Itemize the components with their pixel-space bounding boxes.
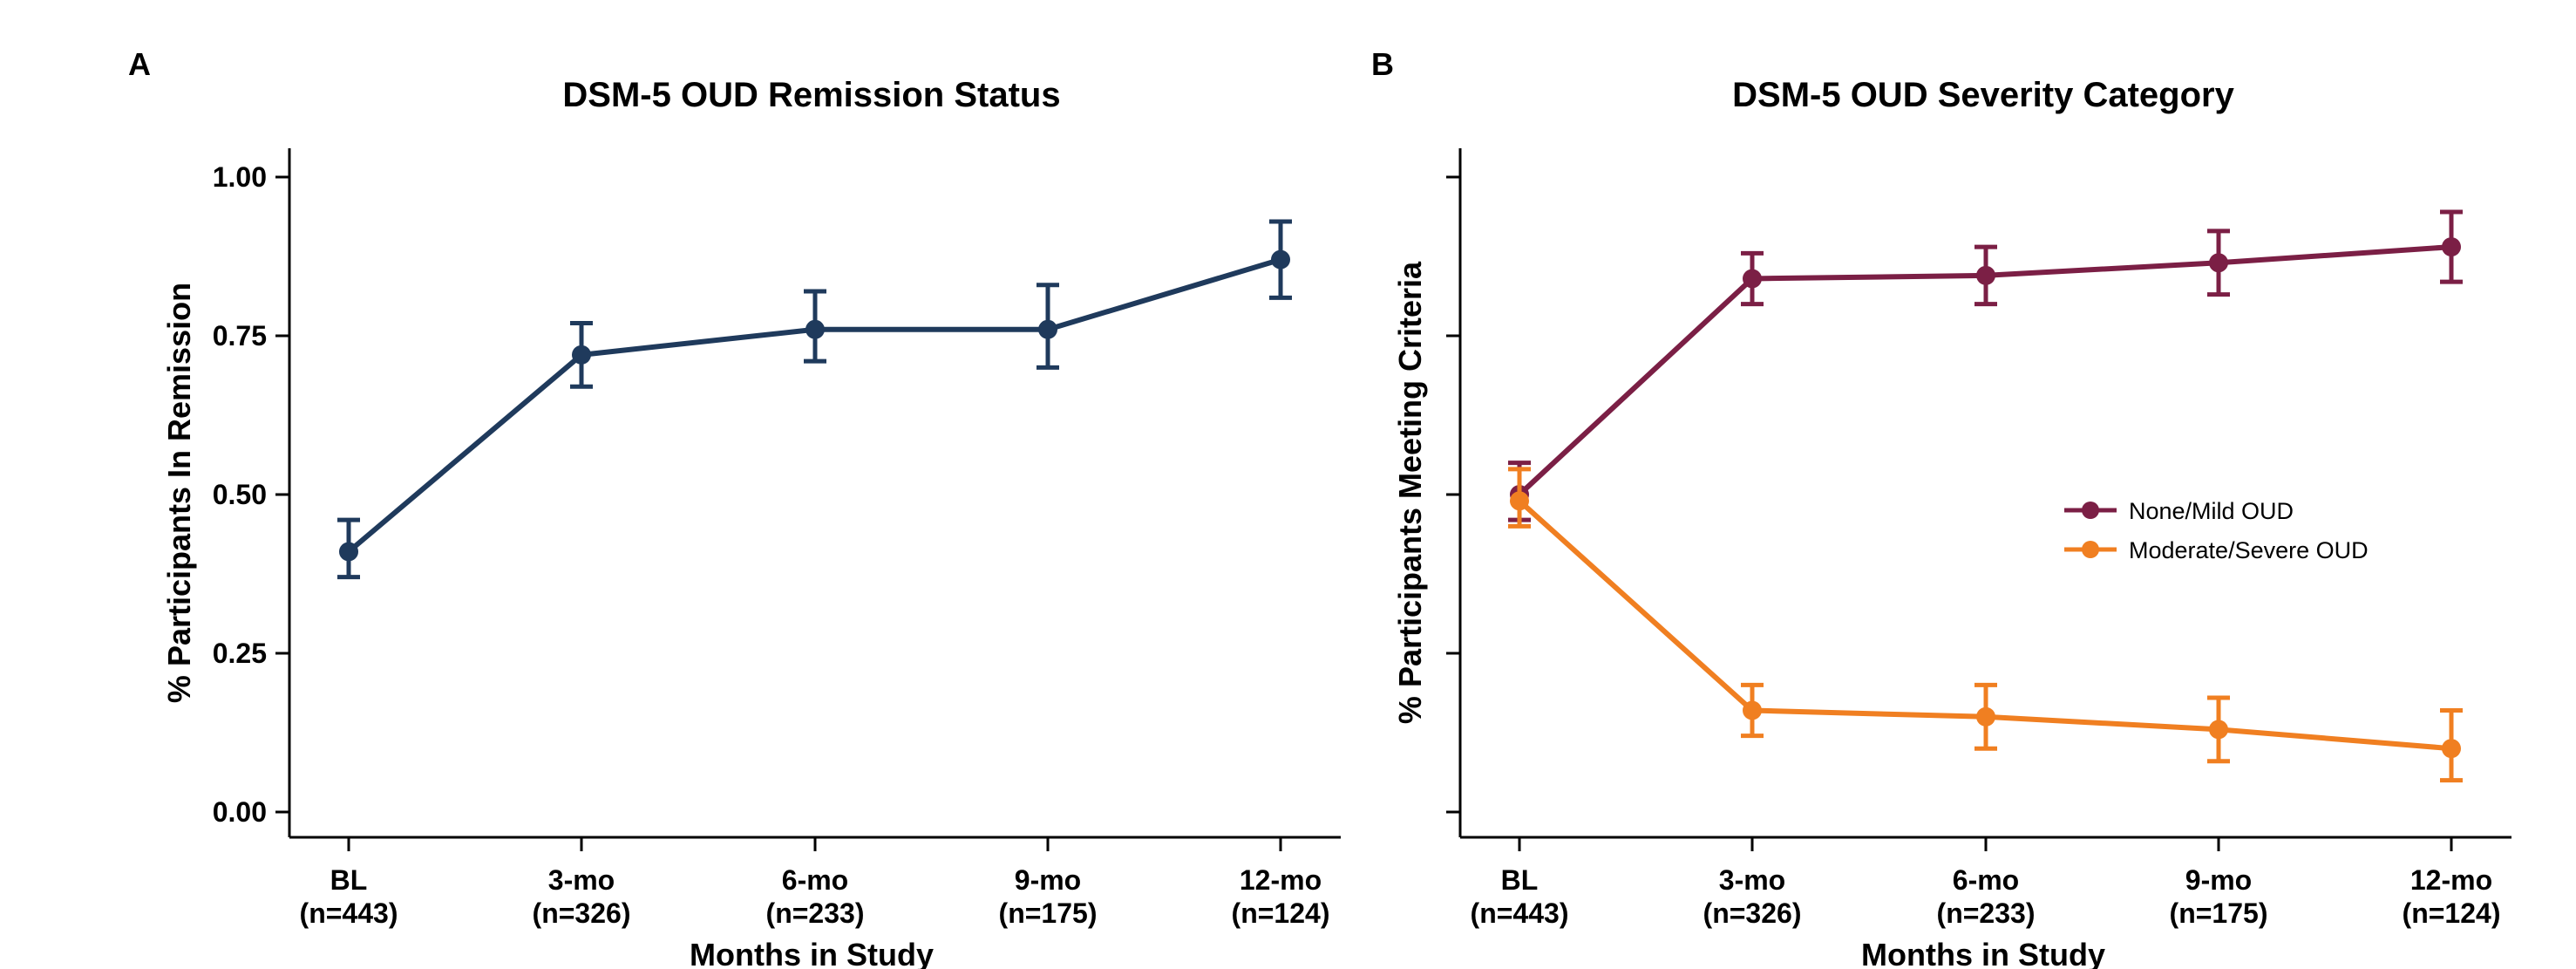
panel-a-y-tick-label: 0.25	[213, 638, 267, 669]
panel-a-y-axis-title: % Participants In Remission	[161, 283, 197, 703]
panel-b-series-0-point	[1976, 265, 1995, 285]
panel-b-x-tick-label: (n=443)	[1471, 897, 1569, 929]
panel-b-series-1-point	[1743, 700, 1762, 720]
panel-a-x-tick-label: (n=326)	[533, 897, 631, 929]
panel-a-series-0-point	[805, 319, 825, 339]
panel-a-x-tick-label: (n=233)	[766, 897, 865, 929]
panel-a-x-tick-label: 9-mo	[1015, 864, 1081, 896]
panel-a: A DSM-5 OUD Remission Status % Participa…	[128, 46, 1341, 969]
panel-b-series-1-point	[2442, 739, 2461, 759]
panel-a-x-tick-label: (n=175)	[999, 897, 1098, 929]
panel-b-x-tick-label: BL	[1501, 864, 1539, 896]
legend-label-moderate-severe: Moderate/Severe OUD	[2129, 537, 2369, 563]
legend-marker-moderate-severe	[2082, 541, 2099, 558]
panel-a-x-tick-label: (n=443)	[300, 897, 398, 929]
panel-b-title: DSM-5 OUD Severity Category	[1732, 76, 2234, 114]
panel-a-x-tick-label: 6-mo	[782, 864, 848, 896]
panel-b-series-1-point	[1510, 491, 1529, 511]
panel-a-y-tick-label: 1.00	[213, 161, 267, 193]
panel-a-letter: A	[128, 46, 151, 82]
panel-b-marks: BL(n=443) 3-mo(n=326) 6-mo(n=233) 9-mo(n=17…	[1446, 175, 2501, 929]
panel-a-marks: 0.00 0.25 0.50 0.75 1.00 BL(n=443) 3-mo(n=326)…	[213, 161, 1330, 929]
panel-a-title: DSM-5 OUD Remission Status	[562, 76, 1060, 114]
panel-a-series-0-point	[572, 345, 591, 365]
panel-b-letter: B	[1371, 46, 1394, 82]
panel-b-series-0-point	[2442, 237, 2461, 257]
panel-b-x-tick-label: 3-mo	[1719, 864, 1785, 896]
panel-b-series-0-point	[1743, 269, 1762, 289]
panel-b-x-tick-label: 12-mo	[2410, 864, 2492, 896]
panel-b-x-tick-label: 6-mo	[1953, 864, 2019, 896]
panel-b-legend: None/Mild OUD Moderate/Severe OUD	[2064, 498, 2369, 563]
panel-b: B DSM-5 OUD Severity Category % Particip…	[1371, 46, 2511, 969]
panel-b-x-axis-title: Months in Study	[1861, 937, 2105, 969]
panel-b-series-1-point	[2209, 720, 2228, 740]
panel-b-x-tick-label: (n=124)	[2403, 897, 2501, 929]
panel-b-y-axis-title: % Participants Meeting Criteria	[1392, 261, 1428, 724]
panel-a-x-tick-label: (n=124)	[1232, 897, 1330, 929]
panel-b-x-tick-label: (n=175)	[2170, 897, 2268, 929]
panel-a-x-tick-label: 12-mo	[1240, 864, 1322, 896]
panel-a-y-tick-label: 0.75	[213, 320, 267, 351]
panel-b-x-tick-label: 9-mo	[2185, 864, 2252, 896]
panel-b-series-1-point	[1976, 706, 1995, 727]
panel-b-x-tick-label: (n=326)	[1703, 897, 1802, 929]
panel-a-x-tick-label: 3-mo	[548, 864, 615, 896]
panel-a-x-tick-label: BL	[330, 864, 368, 896]
panel-a-y-tick-label: 0.50	[213, 479, 267, 510]
panel-a-series-0-point	[339, 542, 358, 562]
panel-a-series-0-point	[1271, 249, 1290, 270]
panel-a-series-0-point	[1038, 319, 1057, 339]
panel-a-y-tick-label: 0.00	[213, 796, 267, 828]
panel-b-x-tick-label: (n=233)	[1937, 897, 2036, 929]
panel-b-series-0-point	[2209, 253, 2228, 273]
legend-marker-none-mild	[2082, 502, 2099, 519]
panel-a-x-axis-title: Months in Study	[690, 937, 934, 969]
legend-label-none-mild: None/Mild OUD	[2129, 498, 2294, 524]
